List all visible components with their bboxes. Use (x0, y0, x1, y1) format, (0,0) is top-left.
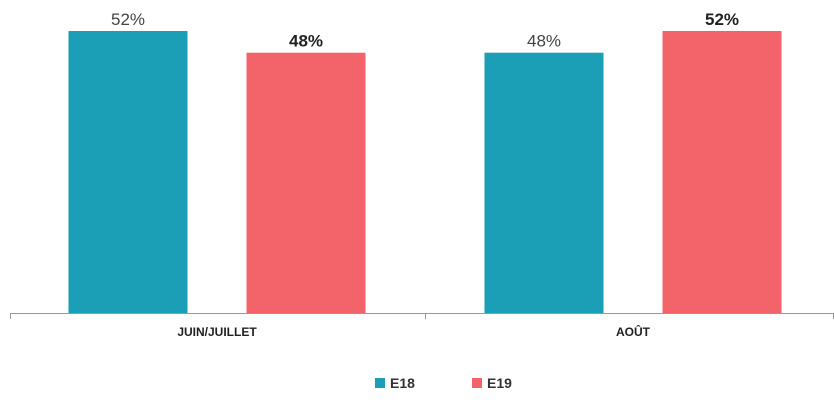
x-axis: JUIN/JUILLET AOÛT (10, 313, 834, 339)
value-labels-layer: 52% 48% 48% 52% (111, 10, 739, 51)
x-tick-label-2: AOÛT (616, 324, 651, 339)
legend-swatch-e19 (472, 378, 482, 388)
bar-e19-1 (246, 52, 366, 313)
value-label-e18-2: 48% (527, 32, 561, 51)
bar-e18-1 (68, 31, 188, 313)
x-tick-label-1: JUIN/JUILLET (177, 325, 257, 339)
bar-e18-2 (484, 52, 604, 313)
value-label-e19-2: 52% (705, 10, 739, 29)
bars-layer (68, 31, 782, 313)
legend-label-e18: E18 (390, 375, 415, 391)
bar-e19-2 (662, 31, 782, 313)
legend-swatch-e18 (375, 378, 385, 388)
legend-label-e19: E19 (487, 375, 512, 391)
value-label-e19-1: 48% (289, 32, 323, 51)
value-label-e18-1: 52% (111, 10, 145, 29)
legend: E18 E19 (375, 375, 512, 391)
